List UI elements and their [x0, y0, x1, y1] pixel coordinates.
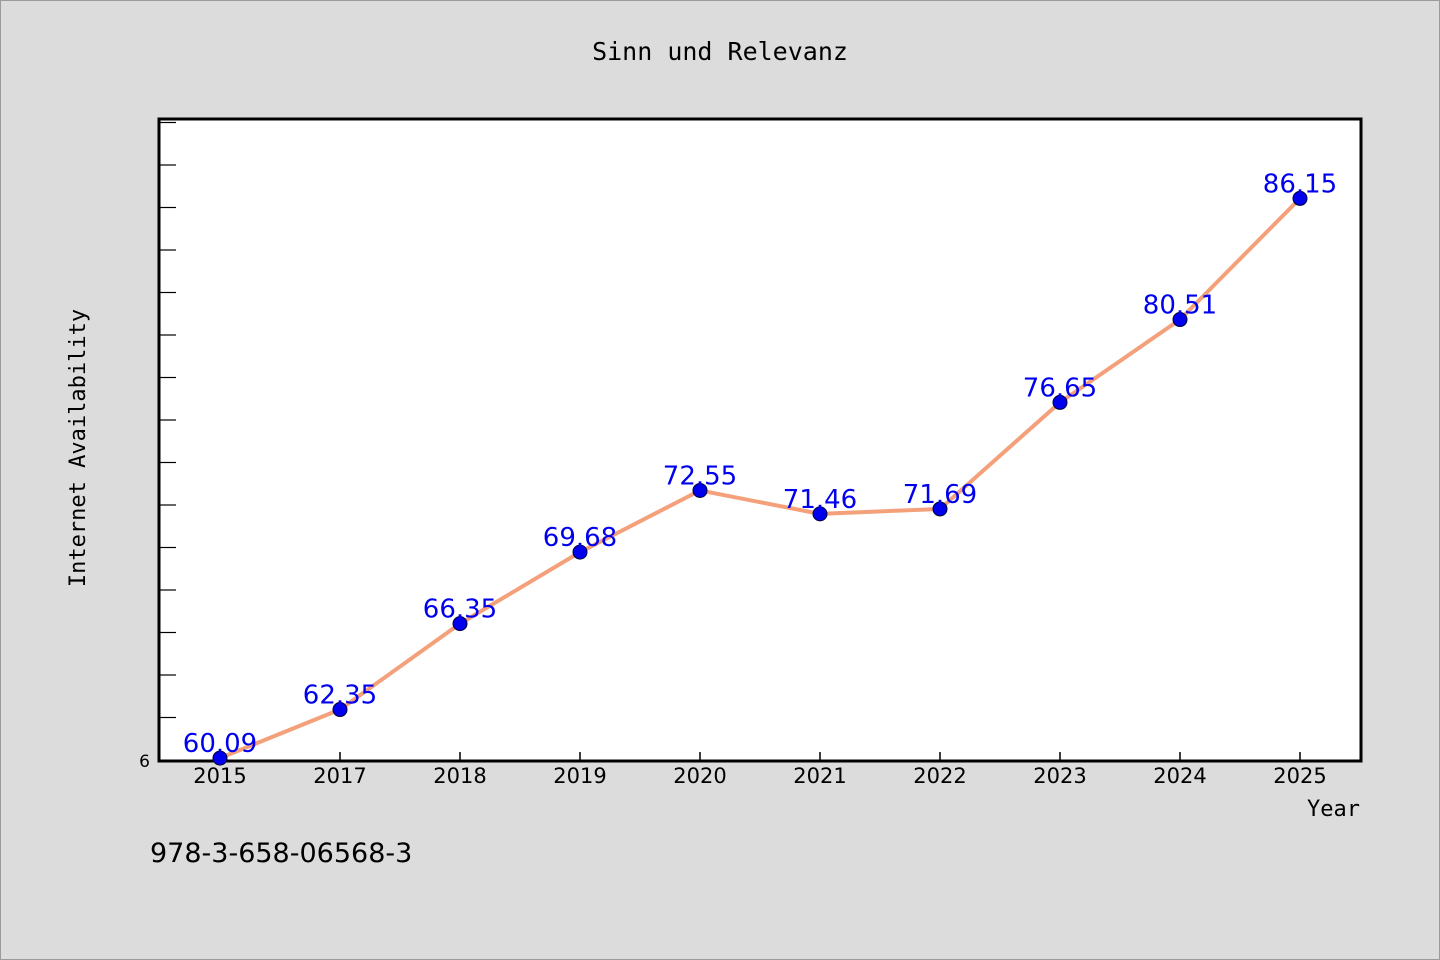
data-point — [932, 501, 948, 517]
data-label: 80.51 — [1143, 291, 1217, 321]
series-line — [218, 196, 1302, 761]
data-label: 76.65 — [1023, 373, 1097, 403]
y-axis-label: Internet Availability — [66, 309, 91, 587]
data-point — [1172, 312, 1188, 328]
data-label: 66.35 — [423, 595, 497, 625]
x-tick-label: 2025 — [1273, 764, 1326, 788]
data-point — [212, 750, 228, 766]
data-label: 69.68 — [543, 523, 617, 553]
x-tick-label: 2015 — [193, 764, 246, 788]
data-point — [332, 702, 348, 718]
data-label: 71.46 — [783, 485, 857, 515]
data-label: 72.55 — [663, 461, 737, 491]
chart-title: Sinn und Relevanz — [592, 37, 848, 66]
data-point — [812, 506, 828, 522]
x-axis-ticks: 2015 2017 2018 2019 2020 2021 2022 2023 2024 2025 — [193, 752, 1327, 788]
data-point — [572, 544, 588, 560]
data-point — [1052, 394, 1068, 410]
x-tick-label: 2023 — [1033, 764, 1086, 788]
x-axis-label: Year — [1307, 797, 1360, 822]
data-label: 62.35 — [303, 681, 377, 711]
y-axis-ticks — [160, 121, 176, 719]
x-tick-label: 2018 — [433, 764, 486, 788]
data-point — [1292, 190, 1308, 206]
footer-text: 978-3-658-06568-3 — [150, 838, 412, 869]
data-point — [452, 616, 468, 632]
data-label: 86.15 — [1263, 169, 1337, 199]
series-layer: 60.09 62.35 66.35 69.68 72.55 71.46 71.69 76.65… — [183, 169, 1337, 766]
x-tick-label: 2024 — [1153, 764, 1206, 788]
x-tick-label: 2019 — [553, 764, 606, 788]
x-tick-label: 2022 — [913, 764, 966, 788]
y-tick-label: 6 — [139, 752, 150, 772]
x-tick-label: 2020 — [673, 764, 726, 788]
plot-area — [157, 117, 1363, 763]
data-label: 71.69 — [903, 480, 977, 510]
data-point — [692, 482, 708, 498]
x-tick-label: 2021 — [793, 764, 846, 788]
x-tick-label: 2017 — [313, 764, 366, 788]
data-label: 60.09 — [183, 729, 257, 759]
